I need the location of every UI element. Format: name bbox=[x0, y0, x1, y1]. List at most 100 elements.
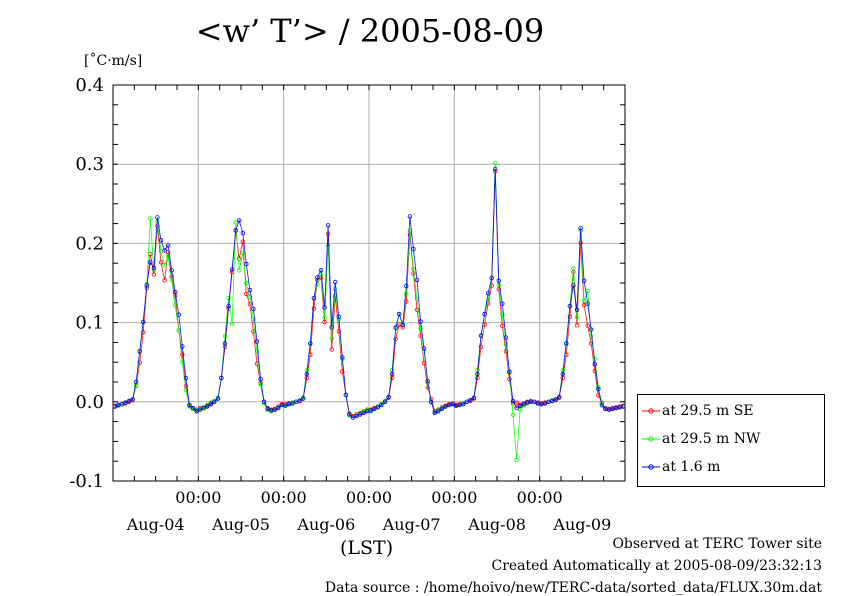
data-point bbox=[500, 301, 505, 306]
data-point bbox=[251, 329, 256, 334]
data-point bbox=[158, 238, 164, 243]
data-point bbox=[596, 386, 601, 392]
legend-marker-nw-icon bbox=[642, 436, 660, 442]
data-point bbox=[329, 325, 334, 330]
data-point bbox=[240, 239, 245, 244]
x-date-label: Aug-04 bbox=[126, 515, 185, 534]
data-point bbox=[343, 392, 349, 398]
data-point bbox=[190, 405, 196, 411]
footer-observed: Observed at TERC Tower site bbox=[612, 536, 822, 552]
legend-label-se: at 29.5 m SE bbox=[662, 403, 754, 419]
data-point bbox=[368, 408, 373, 413]
data-point bbox=[318, 268, 324, 273]
data-point bbox=[574, 315, 580, 320]
y-tick-label: -0.1 bbox=[69, 471, 104, 492]
data-point bbox=[514, 400, 519, 405]
data-point bbox=[557, 394, 562, 400]
data-point bbox=[187, 402, 192, 408]
data-point bbox=[222, 341, 228, 346]
data-point bbox=[290, 401, 295, 406]
data-point bbox=[240, 251, 245, 256]
x-tick-label: 00:00 bbox=[175, 488, 221, 507]
data-point bbox=[226, 304, 231, 309]
data-point bbox=[361, 410, 366, 416]
x-tick-label: 00:00 bbox=[431, 488, 477, 507]
data-point bbox=[244, 261, 249, 267]
legend-marker-1-6m-icon bbox=[642, 464, 660, 470]
x-axis-label: (LST) bbox=[340, 537, 394, 559]
data-point bbox=[599, 403, 605, 408]
data-point bbox=[514, 457, 519, 462]
footer-created: Created Automatically at 2005-08-09/23:3… bbox=[491, 558, 822, 574]
data-point bbox=[414, 277, 420, 283]
data-point bbox=[336, 329, 341, 334]
data-point bbox=[272, 407, 277, 412]
data-point bbox=[151, 265, 157, 271]
data-point bbox=[222, 333, 228, 339]
data-point bbox=[574, 307, 580, 312]
data-point bbox=[567, 304, 573, 309]
data-point bbox=[397, 311, 402, 317]
data-point bbox=[510, 398, 516, 404]
data-point bbox=[517, 403, 523, 408]
data-point bbox=[500, 312, 505, 317]
data-point bbox=[333, 279, 338, 285]
y-tick-label: 0.1 bbox=[75, 313, 104, 334]
data-point bbox=[425, 379, 430, 384]
data-point bbox=[162, 278, 167, 283]
y-tick-label: 0.2 bbox=[75, 233, 104, 254]
data-point bbox=[140, 319, 146, 325]
data-point bbox=[311, 296, 317, 301]
data-point bbox=[258, 382, 263, 387]
data-point bbox=[247, 294, 253, 300]
data-point bbox=[389, 371, 395, 377]
data-point bbox=[254, 339, 260, 344]
data-point bbox=[478, 344, 484, 349]
x-date-label: Aug-08 bbox=[467, 515, 526, 534]
data-point bbox=[425, 385, 430, 390]
data-point bbox=[514, 405, 519, 410]
data-point bbox=[322, 315, 327, 320]
data-point bbox=[301, 396, 306, 401]
data-point bbox=[404, 291, 409, 296]
data-point bbox=[251, 317, 256, 322]
data-point bbox=[564, 341, 569, 346]
legend-marker-se-icon bbox=[642, 408, 660, 414]
data-point bbox=[571, 283, 576, 288]
data-point bbox=[414, 307, 420, 312]
data-point bbox=[130, 397, 135, 402]
y-tick-label: 0.4 bbox=[75, 75, 104, 96]
data-point bbox=[468, 398, 473, 403]
data-point bbox=[148, 260, 153, 265]
data-point bbox=[411, 266, 416, 272]
data-point bbox=[485, 291, 491, 296]
data-point bbox=[418, 326, 423, 331]
y-axis-unit-label: [˚C·m/s] bbox=[84, 53, 143, 69]
data-point bbox=[172, 289, 178, 295]
data-point bbox=[404, 299, 409, 304]
data-point bbox=[158, 260, 164, 265]
data-point bbox=[311, 306, 317, 311]
x-date-label: Aug-06 bbox=[296, 515, 355, 534]
data-point bbox=[560, 371, 565, 377]
data-point bbox=[155, 215, 160, 220]
data-point bbox=[482, 311, 487, 317]
data-point bbox=[233, 220, 238, 225]
data-point bbox=[581, 278, 587, 283]
data-point bbox=[276, 405, 281, 411]
data-point bbox=[247, 287, 253, 293]
data-point bbox=[354, 413, 359, 419]
data-point bbox=[329, 347, 334, 352]
data-point bbox=[133, 379, 139, 385]
data-point bbox=[261, 399, 267, 404]
data-point bbox=[372, 406, 377, 412]
data-point bbox=[350, 415, 356, 420]
data-point bbox=[165, 249, 171, 255]
data-point bbox=[197, 407, 203, 412]
data-point bbox=[507, 370, 512, 375]
data-point bbox=[322, 305, 327, 310]
data-point bbox=[471, 395, 477, 400]
data-point bbox=[464, 399, 469, 404]
data-point bbox=[144, 283, 149, 288]
